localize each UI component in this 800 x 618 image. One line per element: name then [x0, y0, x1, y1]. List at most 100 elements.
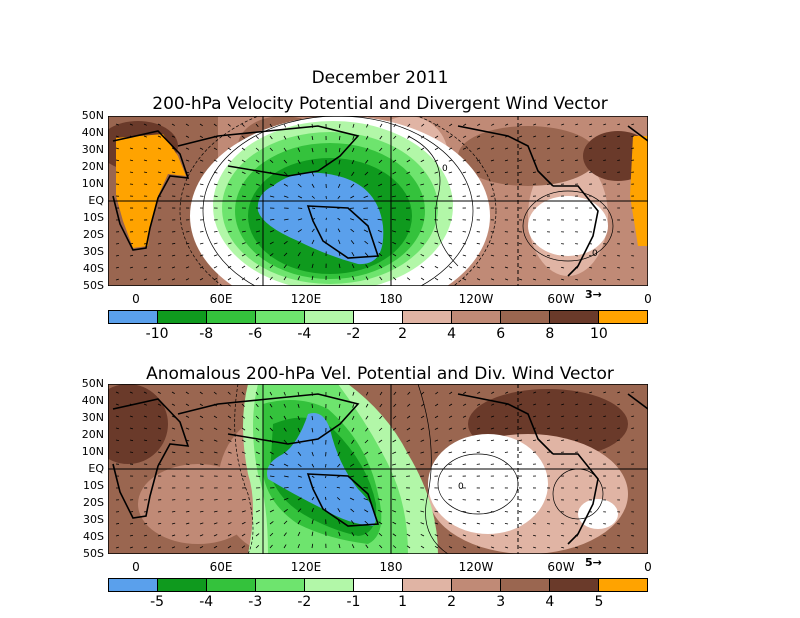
wind-vector [505, 391, 509, 394]
wind-vector [171, 522, 176, 525]
wind-vector [255, 171, 260, 175]
wind-vector [199, 135, 204, 139]
wind-vector [533, 427, 537, 430]
wind-vector [213, 254, 218, 257]
colorbar-label: -5 [150, 594, 165, 610]
lat-label: 20N [81, 428, 104, 441]
wind-vector [490, 171, 495, 174]
wind-vector [115, 403, 119, 406]
wind-vector [199, 415, 204, 418]
wind-vector [364, 171, 369, 176]
bottom-map: 0 [108, 384, 648, 554]
wind-vector [311, 263, 314, 269]
wind-vector [269, 230, 275, 233]
wind-vector [476, 242, 481, 245]
wind-vector [350, 508, 355, 513]
colorbar-label: 6 [496, 326, 506, 342]
wind-vector [297, 427, 301, 433]
wind-vector [143, 546, 148, 549]
wind-vector [631, 391, 635, 394]
wind-vector [255, 427, 260, 431]
wind-vector [129, 391, 133, 394]
wind-vector [519, 546, 523, 549]
wind-vector [213, 277, 218, 281]
wind-vector [448, 171, 453, 174]
wind-vector [337, 195, 341, 199]
wind-vector [283, 475, 289, 478]
wind-vector [297, 497, 302, 501]
wind-vector [434, 510, 439, 513]
wind-vector [617, 415, 621, 418]
wind-vector [547, 171, 551, 173]
wind-vector [377, 463, 383, 466]
wind-vector [143, 243, 148, 245]
wind-vector [462, 231, 467, 233]
wind-vector [448, 278, 453, 281]
lon-label: 120E [290, 560, 322, 574]
wind-vector [241, 230, 246, 233]
wind-vector [589, 546, 593, 549]
wind-vector [589, 159, 593, 161]
wind-vector [227, 195, 232, 197]
wind-vector [561, 403, 565, 406]
wind-vector [392, 451, 397, 454]
wind-vector [338, 391, 341, 396]
wind-vector [311, 147, 314, 153]
lat-label: 40N [81, 394, 104, 407]
wind-vector [420, 463, 425, 466]
lon-label: 0 [644, 560, 652, 574]
wind-vector [377, 230, 383, 233]
wind-vector [269, 276, 273, 281]
wind-vector [283, 218, 289, 221]
wind-vector [392, 147, 397, 151]
wind-vector [420, 171, 425, 174]
wind-vector [157, 403, 161, 406]
wind-vector [561, 255, 565, 257]
wind-vector [448, 522, 453, 525]
wind-vector [129, 451, 134, 453]
wind-vector [476, 534, 481, 537]
wind-vector [379, 403, 383, 408]
wind-vector [476, 451, 481, 454]
wind-vector [241, 242, 246, 245]
wind-vector [393, 391, 397, 396]
wind-vector [349, 497, 355, 501]
wind-vector [227, 242, 232, 245]
wind-vector [561, 278, 565, 281]
wind-vector [420, 451, 425, 454]
wind-vector [448, 439, 453, 442]
wind-vector [617, 123, 621, 126]
wind-vector [311, 451, 314, 457]
wind-vector [434, 403, 439, 407]
wind-vector [490, 546, 495, 549]
wind-vector [337, 183, 341, 188]
wind-vector [603, 278, 607, 281]
colorbar-swatch [354, 311, 403, 323]
wind-vector [269, 264, 274, 269]
wind-vector [213, 499, 218, 501]
wind-vector [129, 403, 133, 406]
wind-vector [575, 123, 579, 126]
colorbar-label: -2 [346, 326, 361, 342]
main-title: December 2011 [311, 68, 449, 88]
wind-vector [392, 545, 397, 549]
wind-vector [547, 135, 551, 138]
wind-vector [603, 159, 607, 161]
wind-vector [338, 239, 341, 245]
wind-vector [227, 183, 232, 186]
wind-vector [603, 403, 607, 406]
wind-vector [255, 451, 260, 455]
wind-vector [129, 534, 134, 537]
wind-vector [352, 135, 355, 140]
wind-vector [393, 403, 397, 407]
bottom-panel-title: Anomalous 200-hPa Vel. Potential and Div… [146, 364, 614, 384]
wind-vector [241, 159, 246, 163]
wind-vector [434, 439, 439, 442]
wind-vector [338, 171, 341, 177]
wind-vector [589, 391, 593, 394]
wind-vector [477, 123, 481, 126]
wind-vector [406, 253, 411, 257]
wind-vector [213, 135, 218, 139]
wind-vector [406, 439, 411, 443]
wind-vector [350, 451, 355, 456]
